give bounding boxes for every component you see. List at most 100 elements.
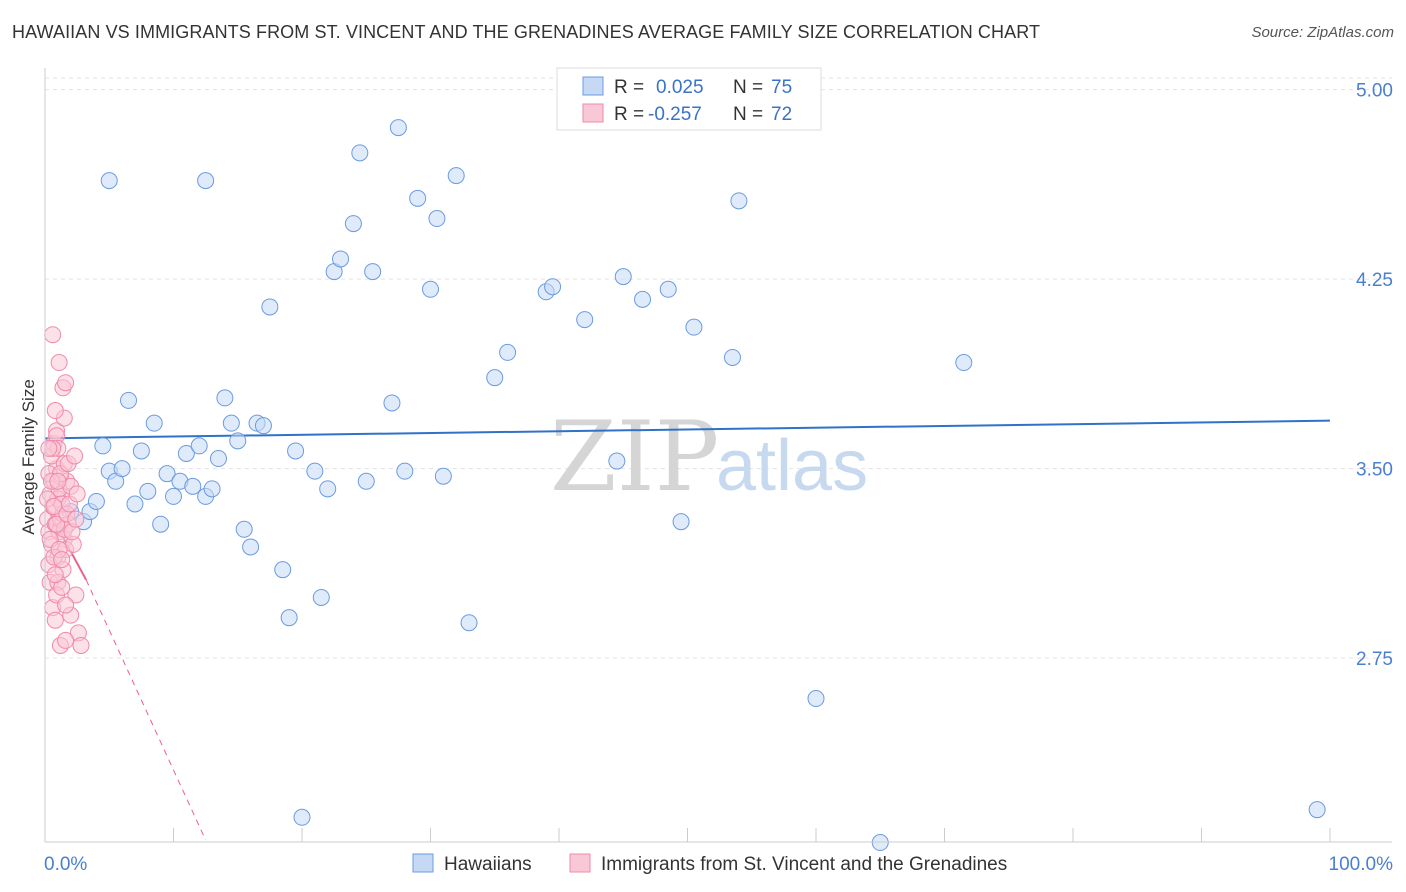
- legend-n-value-1: 75: [771, 77, 792, 98]
- hawaiian-point: [280, 609, 298, 627]
- hawaiian-point: [730, 192, 748, 210]
- immigrant-trend-extension: [85, 579, 207, 841]
- hawaiian-point: [332, 250, 350, 268]
- hawaiian-point: [152, 515, 170, 533]
- bottom-legend-immigrants: Immigrants from St. Vincent and the Gren…: [601, 854, 1007, 875]
- hawaiian-point: [608, 452, 626, 470]
- axis-layer: 5.00 4.25 3.50 2.75 0.0% 100.0%: [44, 68, 1393, 875]
- hawaiian-point: [100, 172, 118, 190]
- hawaiian-point: [428, 210, 446, 228]
- legend-r-value-2: -0.257: [648, 104, 702, 125]
- hawaiian-point: [357, 472, 375, 490]
- immigrant-point: [46, 566, 64, 584]
- immigrant-point: [57, 631, 75, 649]
- immigrant-point: [44, 326, 62, 344]
- y-axis-label: Average Family Size: [19, 379, 38, 535]
- hawaiian-point: [197, 172, 215, 190]
- hawaiian-point: [274, 561, 292, 579]
- immigrant-point: [46, 402, 64, 420]
- hawaiian-point: [209, 450, 227, 468]
- hawaiian-point: [1308, 801, 1326, 819]
- hawaiian-point: [614, 268, 632, 286]
- legend-n-label-2: N =: [733, 104, 763, 125]
- hawaiian-point: [287, 442, 305, 460]
- immigrant-point: [57, 596, 75, 614]
- hawaiian-point: [94, 437, 112, 455]
- hawaiian-point: [261, 298, 279, 316]
- immigrant-point: [57, 374, 75, 392]
- bottom-legend-swatch-immigrants: [569, 853, 591, 873]
- watermark: ZIP atlas: [550, 401, 868, 513]
- immigrant-point: [53, 551, 71, 569]
- hawaiian-point: [235, 520, 253, 538]
- immigrant-point: [72, 636, 90, 654]
- hawaiian-point: [434, 467, 452, 485]
- hawaiian-point: [165, 487, 182, 505]
- hawaiian-point: [229, 432, 247, 450]
- immigrant-point: [67, 510, 85, 528]
- hawaiian-point: [422, 280, 439, 298]
- hawaiian-point: [576, 311, 594, 329]
- hawaiian-point: [126, 495, 144, 513]
- x-tick-label: 100.0%: [1329, 854, 1394, 875]
- y-tick-label: 2.75: [1356, 649, 1393, 670]
- legend-swatch-hawaiians: [582, 76, 604, 96]
- hawaiian-point: [216, 389, 234, 407]
- hawaiian-point: [447, 167, 465, 185]
- series-legend: Hawaiians Immigrants from St. Vincent an…: [412, 853, 1007, 875]
- immigrant-point: [48, 515, 66, 533]
- hawaiian-point: [544, 278, 562, 296]
- points-layer: [39, 119, 1326, 852]
- hawaiian-point: [486, 369, 504, 387]
- bottom-legend-swatch-hawaiians: [412, 853, 434, 873]
- chart-title: HAWAIIAN VS IMMIGRANTS FROM ST. VINCENT …: [12, 22, 1041, 42]
- hawaiian-point: [672, 513, 690, 531]
- y-tick-label: 5.00: [1356, 81, 1393, 102]
- hawaiian-point: [460, 614, 478, 632]
- x-tick-label: 0.0%: [44, 854, 87, 875]
- hawaiian-point: [132, 442, 150, 460]
- legend-r-label-2: R =: [614, 104, 644, 125]
- hawaiian-point: [364, 263, 382, 281]
- y-tick-label: 3.50: [1356, 460, 1393, 481]
- hawaiian-point: [344, 215, 362, 233]
- hawaiian-point: [383, 394, 401, 412]
- hawaiian-point: [254, 417, 272, 435]
- source-label: Source: ZipAtlas.com: [1251, 24, 1394, 41]
- watermark-atlas: atlas: [716, 426, 868, 506]
- stats-legend: R = 0.025 N = 75 R = -0.257 N = 72: [556, 67, 822, 131]
- hawaiian-point: [807, 690, 825, 708]
- hawaiian-point: [634, 290, 652, 308]
- hawaiian-point: [184, 477, 202, 495]
- y-tick-label: 4.25: [1356, 270, 1393, 291]
- hawaiian-point: [351, 144, 369, 162]
- grid-layer: [45, 77, 1392, 659]
- legend-n-value-2: 72: [771, 104, 792, 125]
- immigrant-point: [40, 439, 58, 457]
- hawaiian-point: [203, 480, 221, 498]
- immigrant-point: [50, 354, 68, 372]
- hawaiian-point: [177, 444, 195, 462]
- hawaiian-point: [499, 343, 517, 361]
- hawaiian-point: [158, 465, 176, 483]
- hawaiian-point: [659, 280, 677, 298]
- watermark-zip: ZIP: [550, 401, 719, 513]
- hawaiian-point: [389, 119, 407, 137]
- legend-swatch-immigrants: [582, 103, 604, 123]
- hawaiian-point: [871, 834, 889, 852]
- legend-r-value-1: 0.025: [656, 77, 704, 98]
- immigrant-point: [49, 472, 67, 490]
- hawaiian-point: [319, 480, 337, 498]
- hawaiian-point: [723, 348, 741, 366]
- hawaiian-point: [955, 354, 973, 372]
- hawaiian-point: [396, 462, 414, 480]
- immigrant-point: [68, 485, 86, 503]
- hawaiian-point: [685, 318, 703, 336]
- hawaiian-point: [293, 808, 311, 826]
- immigrant-point: [46, 611, 64, 629]
- hawaiian-point: [145, 414, 163, 432]
- hawaiian-point: [120, 391, 138, 409]
- immigrant-point: [67, 586, 85, 604]
- legend-n-label-1: N =: [733, 77, 763, 98]
